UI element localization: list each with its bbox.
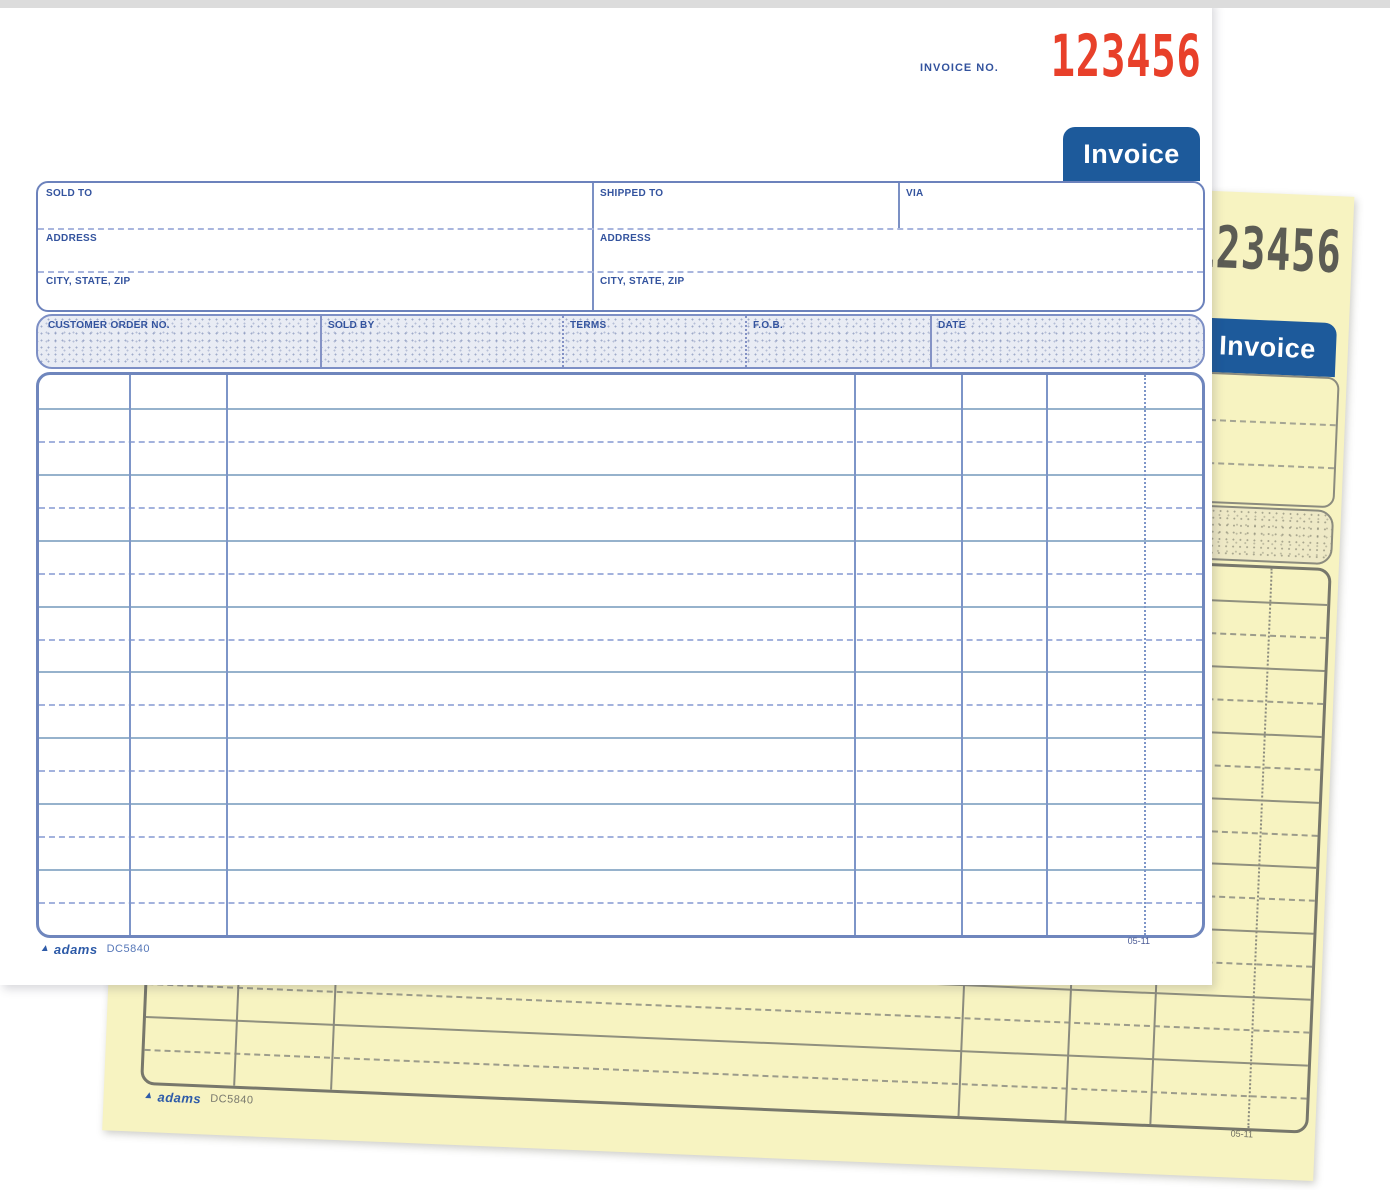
city-state-zip-label: CITY, STATE, ZIP — [600, 276, 685, 287]
table-row-line — [39, 408, 1202, 410]
table-column-line — [961, 375, 963, 935]
invoice-no-label: INVOICE NO. — [920, 62, 999, 74]
band-divider — [562, 316, 564, 367]
shipped-to-label: SHIPPED TO — [600, 188, 664, 199]
table-row-line — [39, 474, 1202, 476]
adams-logo-icon: ▲ — [38, 943, 52, 954]
via-divider — [898, 183, 900, 229]
fob-label: F.O.B. — [753, 320, 784, 331]
table-row-line — [39, 606, 1202, 608]
table-column-line — [1144, 375, 1146, 935]
address-label: ADDRESS — [46, 233, 97, 244]
table-row-line — [39, 639, 1202, 641]
city-state-zip-label: CITY, STATE, ZIP — [46, 276, 131, 287]
table-row-line — [39, 902, 1202, 904]
revision-code: 05-11 — [1127, 936, 1150, 946]
table-row-line — [39, 836, 1202, 838]
band-divider — [930, 316, 932, 367]
table-column-line — [226, 375, 228, 935]
order-info-band: CUSTOMER ORDER NO. SOLD BY TERMS F.O.B. … — [36, 314, 1205, 369]
table-row-line — [39, 671, 1202, 673]
terms-label: TERMS — [570, 320, 607, 331]
brand-row: ▲ adams DC5840 — [38, 941, 150, 957]
table-row-line — [39, 441, 1202, 443]
brand-row: ▲ adams DC5840 — [142, 1088, 254, 1109]
invoice-tab: Invoice — [1063, 127, 1200, 181]
invoice-tab: Invoice — [1197, 317, 1338, 378]
table-row-line — [39, 737, 1202, 739]
table-row-line — [39, 704, 1202, 706]
invoice-number: 123456 — [1051, 22, 1202, 90]
table-row-line — [39, 803, 1202, 805]
brand-name: adams — [157, 1089, 202, 1106]
table-row-line — [39, 507, 1202, 509]
row-divider — [38, 271, 1203, 273]
via-label: VIA — [906, 188, 924, 199]
adams-logo-icon: ▲ — [142, 1089, 156, 1102]
customer-order-no-label: CUSTOMER ORDER NO. — [48, 320, 170, 331]
band-divider — [745, 316, 747, 367]
row-divider — [38, 228, 1203, 230]
photo-top-edge — [0, 0, 1390, 8]
invoice-number: 123456 — [1189, 212, 1344, 287]
table-row-line — [39, 540, 1202, 542]
table-row-line — [39, 869, 1202, 871]
column-divider — [592, 183, 594, 310]
date-label: DATE — [938, 320, 966, 331]
table-row-line — [39, 573, 1202, 575]
band-divider — [320, 316, 322, 367]
table-column-line — [854, 375, 856, 935]
table-row-line — [39, 770, 1202, 772]
address-label: ADDRESS — [600, 233, 651, 244]
line-items-table — [36, 372, 1205, 938]
bill-ship-block: SOLD TO SHIPPED TO VIA ADDRESS ADDRESS C… — [36, 181, 1205, 312]
table-column-line — [129, 375, 131, 935]
revision-code: 05-11 — [1230, 1128, 1254, 1140]
sold-by-label: SOLD BY — [328, 320, 375, 331]
product-code: DC5840 — [209, 1092, 254, 1107]
sold-to-label: SOLD TO — [46, 188, 93, 199]
table-column-line — [1247, 568, 1273, 1129]
product-code: DC5840 — [106, 943, 150, 955]
invoice-original-sheet: INVOICE NO. 123456 Invoice SOLD TO SHIPP… — [36, 22, 1205, 957]
brand-name: adams — [53, 941, 98, 957]
table-column-line — [1046, 375, 1048, 935]
